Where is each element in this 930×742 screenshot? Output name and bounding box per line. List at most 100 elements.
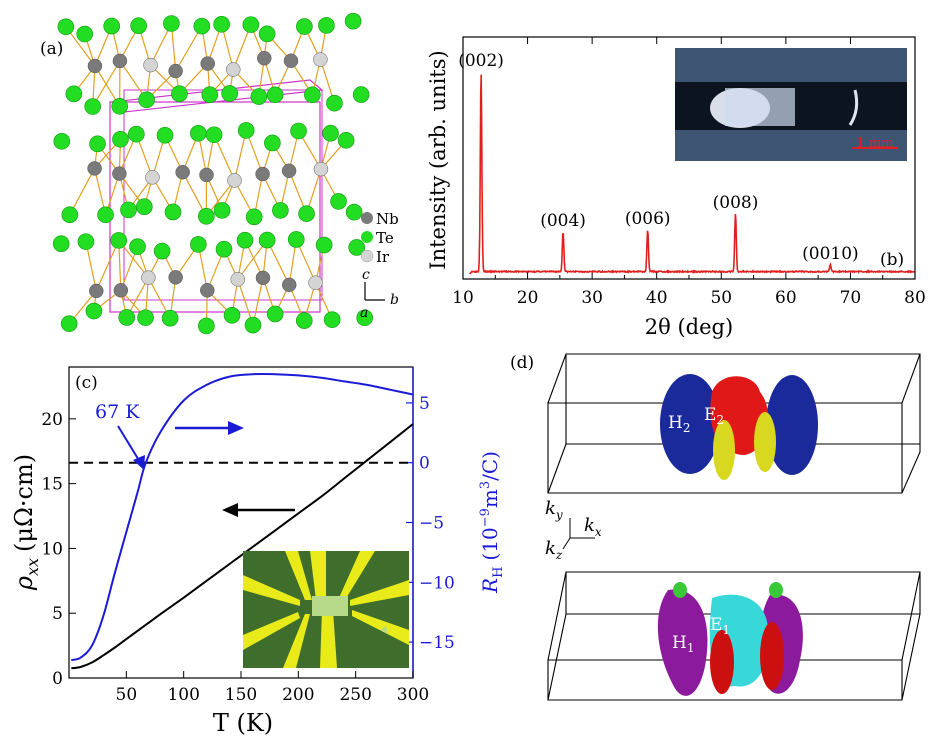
rh-axis-arrow-head	[228, 421, 244, 435]
xrd-peak-label: (008)	[713, 193, 759, 213]
crossover-label: 67 K	[95, 401, 140, 423]
nb-atom	[168, 63, 183, 79]
rh-ytick-label: 5	[419, 394, 430, 414]
te-atom	[296, 18, 313, 35]
te-atom	[236, 231, 254, 249]
xrd-ticks: 10 20 30 40 50 60 70 80	[452, 37, 926, 308]
crossover-arrow-head	[133, 455, 145, 470]
te-atom	[57, 18, 75, 36]
te-atom	[266, 305, 284, 323]
te-atom	[352, 86, 370, 103]
xrd-xtick-label: 30	[581, 288, 603, 308]
yellow-pocket-left	[713, 420, 735, 480]
te-atom	[128, 125, 145, 143]
xrd-peak-label: (002)	[458, 51, 504, 71]
bond	[69, 168, 96, 216]
rho-ylabel: ρxx(μΩ·cm)	[10, 454, 42, 591]
nb-atom	[112, 53, 128, 69]
te-atom	[323, 311, 341, 328]
red-pocket-left	[710, 630, 734, 694]
fermi-pockets-bottom: H1 E1	[657, 582, 803, 696]
rh-ytick-label: −5	[419, 514, 444, 534]
te-atom	[272, 202, 289, 219]
panel-a-label: (a)	[40, 39, 63, 59]
red-pocket-right	[760, 622, 784, 690]
rho-axis-arrow-head	[222, 503, 238, 517]
label-h2: H2	[668, 413, 690, 435]
te-atom	[60, 315, 78, 332]
legend-ir: Ir	[376, 248, 390, 266]
nb-atom	[283, 53, 299, 69]
rh-ylabel: RH(10−9m3/C)	[478, 451, 506, 594]
xrd-xtick-label: 10	[452, 288, 474, 308]
nb-atom	[257, 50, 272, 66]
te-atom	[201, 86, 219, 104]
bond	[85, 241, 97, 292]
bond	[182, 171, 207, 217]
xrd-peak-label: (0010)	[802, 244, 859, 264]
te-atom	[287, 231, 305, 248]
te-atom	[213, 202, 231, 219]
te-atom	[245, 208, 263, 226]
k-axes: ky kx kz	[545, 498, 602, 562]
transport-xtick-label: 300	[397, 685, 429, 705]
te-atom	[190, 236, 207, 253]
te-atom	[85, 302, 103, 320]
nb-atom	[255, 166, 270, 182]
te-atom	[337, 132, 355, 149]
label-e2: E2	[704, 405, 724, 427]
crystal-axes: c b a	[360, 267, 399, 321]
bond	[233, 130, 247, 181]
green-tip-left	[673, 582, 687, 598]
te-atom	[298, 205, 315, 222]
te-atom	[89, 135, 106, 153]
te-atom	[250, 88, 268, 105]
ir-atom	[313, 161, 329, 177]
nb-atom	[255, 270, 271, 286]
nb-atom	[112, 166, 127, 181]
rh-ytick-label: −10	[419, 573, 455, 593]
rho-ytick-label: 10	[41, 539, 63, 559]
transport-xtick-label: 150	[225, 685, 257, 705]
device-photo-inset	[243, 551, 409, 668]
nb-atom	[87, 161, 102, 176]
inset-glare	[848, 89, 859, 126]
scale-bar-label: 1 mm	[856, 136, 893, 151]
inset-crystal-body	[725, 88, 795, 126]
te-atom	[266, 86, 284, 104]
te-atom	[295, 312, 313, 329]
te-atom	[77, 233, 95, 250]
te-atom	[304, 86, 321, 104]
bond	[118, 240, 122, 291]
ir-atom	[145, 170, 160, 185]
te-atom	[237, 122, 255, 139]
te-atom	[120, 201, 137, 219]
transport-xtick-label: 50	[116, 685, 138, 705]
rho-ylabel-text: ρxx(μΩ·cm)	[10, 454, 42, 591]
te-atom	[242, 16, 260, 33]
xrd-peak-label: (004)	[540, 211, 586, 231]
te-legend-dot	[361, 231, 373, 243]
nb-atom	[199, 167, 214, 183]
te-atom	[258, 231, 276, 249]
te-atom	[330, 193, 347, 210]
nb-atom	[281, 277, 297, 293]
transport-xtick-label: 100	[167, 685, 199, 705]
xrd-xtick-label: 70	[840, 288, 862, 308]
te-atom	[110, 232, 128, 249]
xrd-xtick-label: 20	[517, 288, 539, 308]
nb-atom	[113, 283, 129, 298]
te-atom	[118, 309, 136, 326]
nb-atom	[175, 164, 190, 180]
te-atom	[103, 17, 120, 35]
te-atom	[137, 309, 154, 326]
ir-atom	[230, 272, 245, 287]
te-atom	[205, 126, 223, 144]
xrd-peak-labels: (002) (004) (006) (008) (0010)	[458, 51, 858, 264]
transport-xlabel: T (K)	[213, 709, 273, 737]
te-atom	[161, 309, 179, 327]
te-atom	[130, 17, 147, 35]
te-atom	[198, 317, 215, 335]
te-atom	[258, 25, 276, 43]
